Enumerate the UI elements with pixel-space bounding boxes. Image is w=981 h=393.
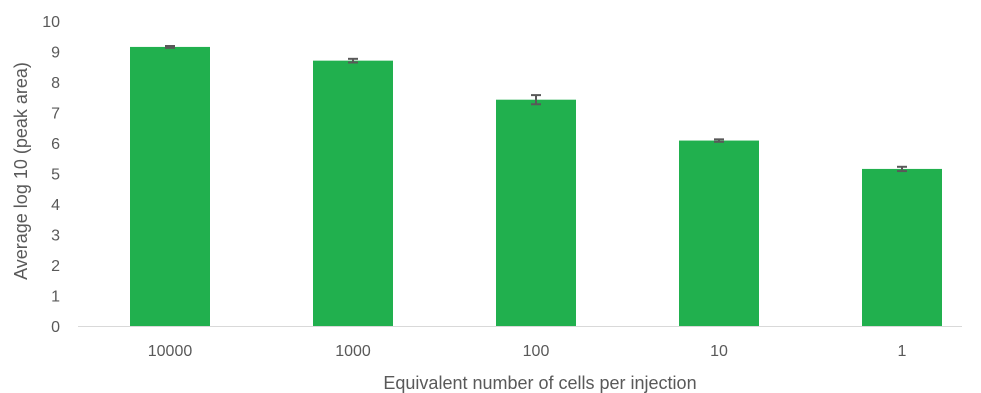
bar — [862, 168, 942, 326]
error-bar — [348, 57, 358, 64]
x-axis-title: Equivalent number of cells per injection — [383, 373, 696, 393]
bar — [679, 140, 759, 326]
error-bar — [165, 45, 175, 49]
y-tick-label: 0 — [51, 319, 60, 336]
y-tick-label: 4 — [51, 197, 60, 214]
y-tick-label: 6 — [51, 136, 60, 153]
x-tick-label: 1000 — [335, 343, 371, 360]
y-tick-label: 9 — [51, 45, 60, 62]
bars — [130, 46, 942, 327]
error-bars — [165, 45, 907, 173]
bar — [496, 99, 576, 326]
y-tick-label: 3 — [51, 228, 60, 245]
error-bar — [897, 165, 907, 173]
y-tick-labels: 0 1 2 3 4 5 6 7 8 9 10 — [42, 14, 60, 336]
y-tick-label: 1 — [51, 289, 60, 306]
y-tick-label: 5 — [51, 167, 60, 184]
bar — [313, 60, 393, 327]
x-tick-label: 100 — [523, 343, 550, 360]
y-tick-label: 8 — [51, 75, 60, 92]
y-tick-label: 2 — [51, 258, 60, 275]
y-axis-title: Average log 10 (peak area) — [11, 62, 31, 280]
bar — [130, 46, 210, 327]
error-bar — [531, 94, 541, 106]
x-tick-label: 10 — [710, 343, 728, 360]
x-tick-label: 10000 — [148, 343, 193, 360]
y-tick-label: 7 — [51, 106, 60, 123]
y-tick-label: 10 — [42, 14, 60, 31]
error-bar — [714, 138, 724, 143]
x-tick-labels: 10000 1000 100 10 1 — [148, 343, 907, 360]
x-tick-label: 1 — [898, 343, 907, 360]
